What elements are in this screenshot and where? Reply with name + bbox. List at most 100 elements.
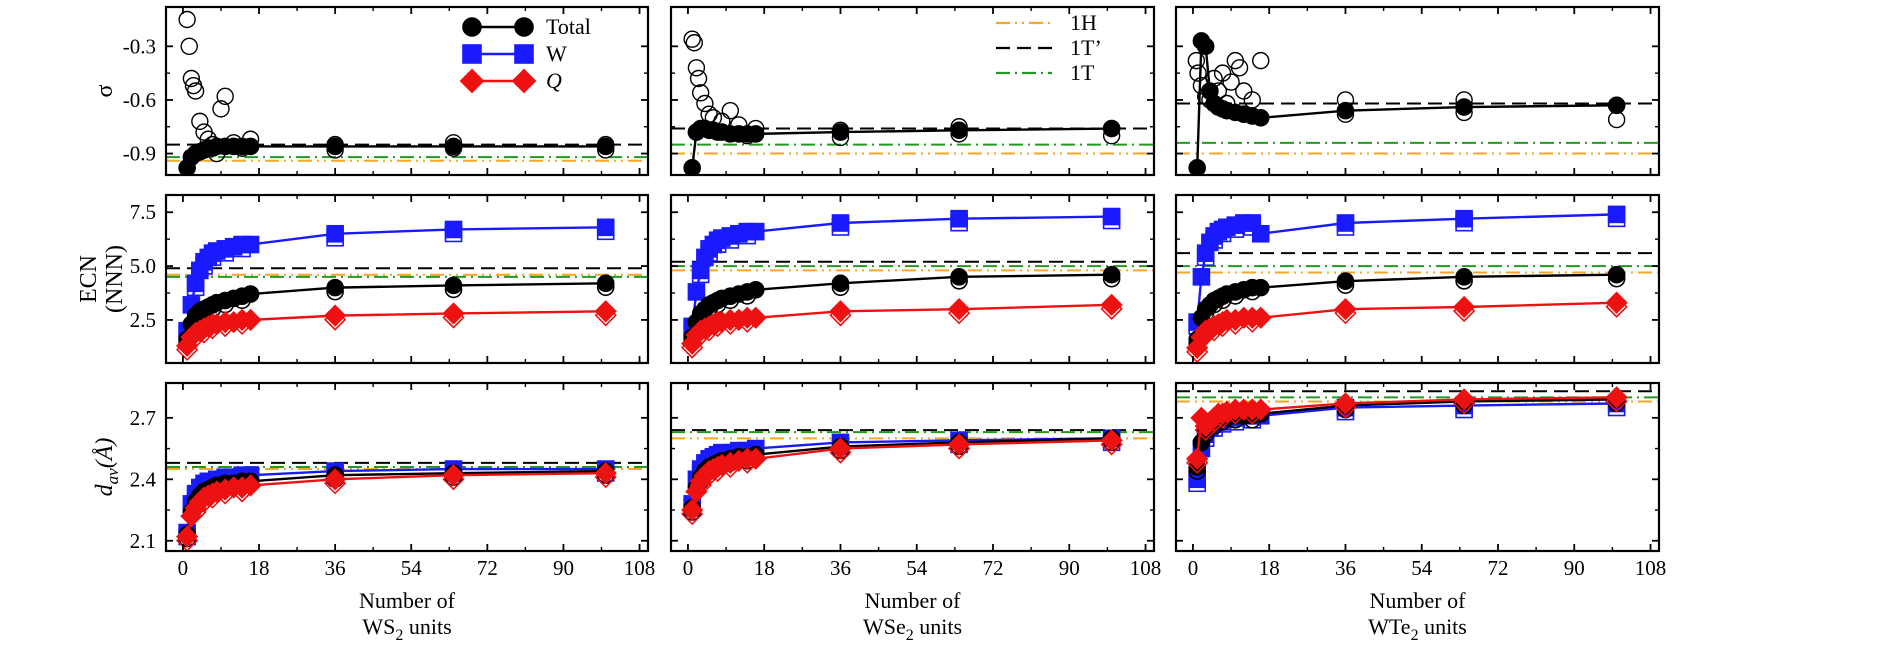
series-marker-q [239, 308, 262, 332]
series-marker-w [1192, 268, 1211, 286]
x-axis-label-material: WSe [863, 614, 906, 639]
series-marker-w [746, 222, 765, 241]
x-tick-label: 36 [325, 556, 346, 580]
series-marker-q [1249, 398, 1272, 421]
panel-frame [669, 5, 1156, 177]
y-tick-label: 5.0 [130, 254, 156, 278]
series-marker-total [326, 137, 344, 156]
y-axis-label-ecn-line2: (NNN) [102, 245, 128, 313]
x-tick-label: 18 [249, 556, 270, 580]
x-axis-label-line2: WSe2 units [863, 614, 962, 644]
series-marker-total [746, 280, 765, 299]
panel-ws2-dav: 0 18 36 54 72 90 108 2.7 2.4 2.1 [130, 381, 656, 580]
scatter-point [696, 94, 714, 113]
x-tick-label: 108 [624, 556, 656, 580]
y-tick-label: -0.6 [123, 88, 156, 112]
panel-frame [669, 193, 1156, 365]
series-marker-total [1455, 98, 1473, 116]
y-tick-label: 2.7 [130, 406, 156, 430]
x-tick-label: 0 [1188, 556, 1199, 580]
panel-frame [164, 5, 650, 177]
scatter-point [191, 112, 209, 131]
series-marker-total [1196, 37, 1215, 56]
series-marker-q [1100, 429, 1123, 452]
series-marker-q [323, 468, 347, 491]
series-marker-total [596, 274, 615, 293]
series-marker-w [831, 214, 850, 232]
scatter-point [683, 30, 701, 48]
legend-marker-total-left [462, 17, 482, 37]
series-marker-total [444, 276, 463, 295]
panel-wte2-sigma [1174, 5, 1661, 177]
series-marker-total [950, 121, 968, 140]
x-axis-label-subscript: 2 [395, 627, 403, 644]
series-marker-total [1607, 265, 1626, 284]
series-marker-total [831, 123, 850, 141]
x-tick-label: 0 [683, 556, 694, 580]
x-tick-label: 72 [477, 556, 498, 580]
panel-wse2-ecn [669, 193, 1156, 365]
plot-area [1176, 32, 1659, 175]
series-marker-q [744, 447, 767, 470]
series-marker-total [1251, 109, 1270, 127]
legend-marker-w-right [514, 44, 534, 64]
panel-frame [669, 381, 1156, 553]
scatter-point [186, 82, 205, 100]
x-axis-label-line1: Number of [865, 588, 962, 613]
x-axis-label-line2: WTe2 units [1368, 614, 1467, 644]
series-marker-total [1102, 119, 1121, 138]
legend-marker-w-left [462, 44, 482, 64]
series-marker-q [1100, 293, 1123, 316]
series-marker-total [746, 125, 765, 143]
scatter-point [216, 87, 234, 106]
x-tick-label: 0 [178, 556, 189, 580]
x-tick-label: 72 [1488, 556, 1509, 580]
series-marker-w [444, 220, 463, 239]
series-marker-total [241, 137, 260, 156]
series-marker-q [1249, 306, 1272, 329]
panel-ws2-ecn: 7.5 5.0 2.5 [130, 193, 650, 365]
x-tick-label: 72 [983, 556, 1004, 580]
x-axis-label-suffix: units [1419, 614, 1467, 639]
y-axis-label-dav-main: d [92, 483, 118, 496]
x-axis-label-line2: WS2 units [362, 614, 451, 644]
y-axis-label-sigma: σ [92, 84, 118, 97]
series-marker-q [1452, 295, 1476, 319]
y-tick-label: -0.9 [123, 142, 156, 166]
series-marker-q [947, 298, 971, 321]
panel-frame [164, 193, 650, 365]
panel-wte2-dav: 0 18 36 54 72 90 108 [1174, 381, 1666, 580]
x-tick-label: 18 [754, 556, 775, 580]
plot-area [671, 207, 1154, 359]
scatter-point [1252, 51, 1270, 70]
scatter-point [1243, 91, 1261, 109]
scatter-point [687, 59, 706, 77]
legend-marker-q-right [511, 68, 537, 94]
legend-label-w: W [546, 41, 567, 66]
legend-label-q: Q [546, 68, 562, 93]
plot-area [671, 30, 1154, 175]
series-marker-q [594, 462, 617, 485]
x-axis-label-material: WTe [1368, 614, 1410, 639]
series-marker-q [1186, 447, 1209, 470]
series-marker-total [1102, 265, 1121, 284]
panel-frame [1174, 381, 1661, 553]
scatter-point [1187, 51, 1206, 70]
plot-area [166, 10, 648, 175]
y-axis-label-dav-unit: (Å) [92, 438, 118, 469]
plot-area [1176, 205, 1659, 363]
scatter-point [1222, 73, 1240, 91]
x-axis-label-suffix: units [403, 614, 451, 639]
series-marker-total [596, 137, 615, 156]
series-marker-total [683, 159, 701, 175]
series-marker-w [687, 283, 706, 301]
x-axis-label-suffix: units [914, 614, 962, 639]
panel-layer: -0.3 -0.6 -0.9 7.5 5.0 2.5 0 18 36 54 72 90 108 2.7 2.… [123, 5, 1666, 580]
scatter-point [178, 10, 196, 29]
series-marker-total [444, 137, 463, 156]
